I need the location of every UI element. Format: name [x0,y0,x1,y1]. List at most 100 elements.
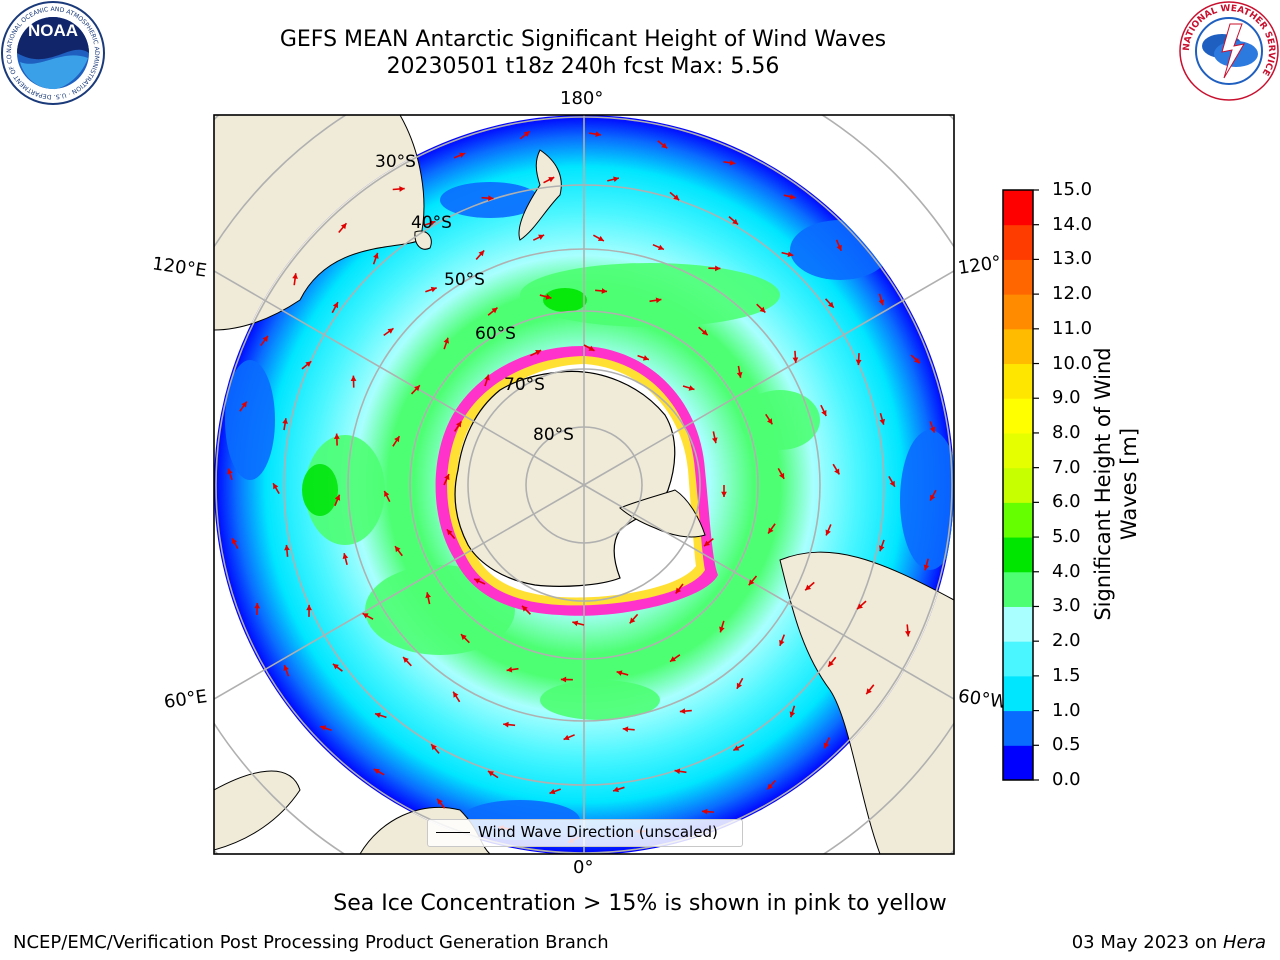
wind-wave-arrows [227,130,937,844]
wind-arrow [443,473,450,486]
wind-arrow [394,545,403,557]
colorbar-tick-label: 0.0 [1052,769,1081,790]
wind-arrow [612,786,625,793]
wind-arrow [865,684,875,695]
colorbar-tick-label: 5.0 [1052,526,1081,548]
wind-arrow [487,307,498,316]
colorbar-tick-label: 12.0 [1052,283,1093,305]
wind-arrow [319,725,332,731]
wind-arrow [453,421,463,432]
wind-arrow [804,581,815,591]
wind-arrow [679,708,692,714]
nws-logo: NATIONAL WEATHER SERVICE [1179,1,1279,101]
wind-arrow [292,273,298,286]
wind-arrow [334,494,341,507]
wind-arrow [825,524,832,536]
wind-arrow [333,433,340,446]
colorbar-segment [1003,710,1033,746]
wind-arrow [675,583,684,594]
colorbar-segment [1003,328,1033,365]
wind-arrow [532,234,545,241]
wind-arrow [904,624,911,637]
wind-arrow [453,152,466,159]
wind-arrow [283,664,290,677]
wind-arrow [473,578,486,585]
wind-arrow [792,350,799,363]
colorbar-segment [1003,190,1033,226]
lat-label-60s: 60°S [475,324,516,344]
wind-arrow [607,176,620,183]
colorbar-segment [1003,641,1033,677]
wind-arrow [827,656,837,668]
wind-arrow [592,234,605,242]
wind-arrow [539,294,552,300]
colorbar-segment [1003,745,1033,781]
wind-arrow [332,663,343,672]
wind-arrow [272,482,280,495]
wind-arrow [616,670,629,676]
lon-label-0: 0° [573,857,594,878]
wind-arrow [423,220,436,227]
colorbar-segment [1003,606,1033,642]
wind-arrow [443,337,450,350]
wind-arrow [823,737,830,749]
colorbar-tick-label: 9.0 [1052,387,1081,409]
wind-arrow [392,186,405,192]
wind-arrow [766,779,776,791]
wind-arrow [301,360,312,370]
new-zealand [518,149,562,241]
wind-arrow [767,523,776,534]
colorbar-segment [1003,675,1033,712]
chart-subtitle: 20230501 t18z 240h fcst Max: 5.56 [386,54,780,79]
wind-arrow [701,808,714,815]
wind-arrow [910,354,921,364]
wind-arrow [560,676,573,683]
wind-arrow [703,537,714,547]
wind-arrow [460,633,470,644]
wind-arrow [669,654,681,663]
colorbar [1002,189,1039,781]
wind-arrow [879,539,885,552]
wind-arrow [231,537,239,550]
wind-arrow [392,435,401,447]
wind-arrow [879,412,886,425]
wind-arrow [331,301,339,314]
wind-arrow [649,297,662,304]
wind-arrow [728,216,739,226]
wind-arrow [682,385,695,391]
wind-arrow [589,131,602,137]
colorbar-segment [1003,467,1033,503]
wind-arrow [779,634,786,647]
wind-arrow [306,604,312,617]
wind-arrow [711,431,718,444]
wind-arrow [530,349,542,357]
colorbar-tick-label: 0.5 [1052,734,1081,756]
wind-arrow [383,490,391,503]
wind-arrow [284,544,290,557]
lat-label-40s: 40°S [411,213,452,233]
colorbar-segment [1003,537,1033,573]
colorbar-tick-label: 7.0 [1052,456,1081,478]
wind-arrow [835,239,842,252]
wind-arrow [260,335,269,347]
colorbar-tick-label: 14.0 [1052,213,1093,235]
colorbar-segment [1003,571,1033,607]
wind-arrow [723,159,736,166]
wind-arrow [669,191,680,201]
wind-arrow [923,558,930,571]
wind-arrow [543,176,555,184]
noaa-logo-text: NOAA [28,21,78,40]
colorbar-tick-label: 13.0 [1052,248,1093,270]
wind-arrow [855,353,862,366]
colorbar-tick-label: 10.0 [1052,352,1093,374]
colorbar-segment [1003,398,1033,434]
wind-arrow [503,721,516,728]
colorbar-tick-label: 8.0 [1052,421,1081,443]
wind-arrow [373,768,385,776]
wind-arrow [452,691,461,703]
wind-arrow [929,489,937,502]
wind-arrow [563,734,575,741]
colorbar-tick-label: 15.0 [1052,179,1093,200]
colorbar-label: Significant Height of Wind Waves [m] [1091,347,1141,621]
wind-arrow [765,413,774,425]
